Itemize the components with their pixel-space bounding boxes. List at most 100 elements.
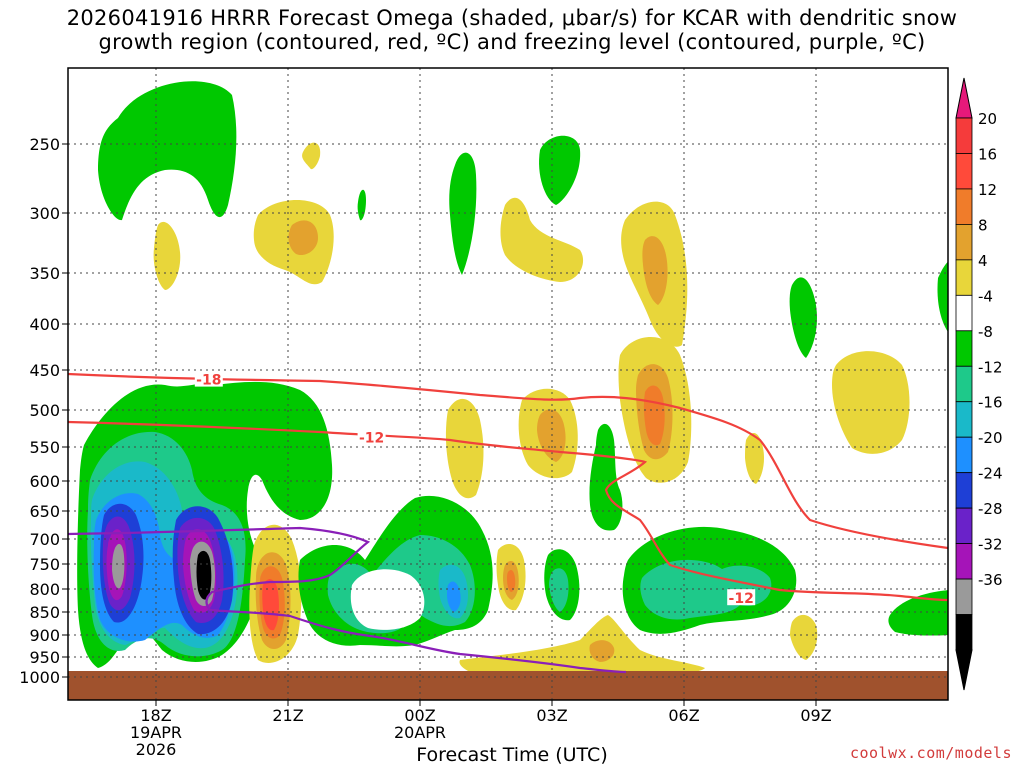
colorbar-swatch [955,543,973,580]
omega-contour-region [449,152,477,275]
x-tick-label: 00Z [404,706,435,725]
y-tick-label: 650 [29,502,60,521]
x-tick-date: 20APR [394,723,446,742]
omega-contour-region [350,569,425,630]
y-tick-label: 1000 [19,668,60,687]
colorbar-label: 12 [978,181,997,199]
colorbar-label: -12 [978,358,1003,376]
x-tick-year: 2026 [136,740,177,759]
omega-contour-region [98,81,237,221]
omega-contour-region [790,614,818,660]
omega-contour-region [262,579,279,631]
colorbar-swatch [955,507,973,544]
omega-contour-region [302,142,321,170]
omega-shaded-field [77,81,948,676]
colorbar-label: -24 [978,465,1003,483]
omega-contour-region [537,409,566,462]
omega-contour-region [937,261,948,332]
y-tick-label: 250 [29,135,60,154]
x-tick-label: 06Z [668,706,699,725]
omega-contour-region [500,197,584,282]
y-tick-label: 550 [29,438,60,457]
colorbar-label: 4 [978,252,988,270]
colorbar-label: 16 [978,145,997,163]
ground-strip [68,671,948,700]
contour-label: -12 [729,591,754,607]
colorbar-label: -28 [978,500,1003,518]
omega-contour-region [549,568,569,612]
colorbar-label: 20 [978,110,997,128]
omega-contour-region [789,277,817,358]
contour-label-bg [194,370,223,387]
x-axis-label: Forecast Time (UTC) [416,744,608,766]
omega-contour-region [288,220,318,256]
plot-frame [67,67,949,701]
x-tick-label: 18Z [140,706,171,725]
x-tick-label: 21Z [272,706,303,725]
chart-title-line2: growth region (contoured, red, ºC) and f… [98,30,926,54]
colorbar-label: -4 [978,287,993,305]
colorbar-swatch [955,472,973,509]
colorbar-swatch [955,330,973,367]
omega-contour-region [640,559,742,620]
colorbar-swatch [955,365,973,403]
y-tick-label: 800 [29,580,60,599]
y-tick-label: 500 [29,401,60,420]
colorbar-swatch [955,223,973,261]
omega-contour-region [888,590,948,636]
y-tick-label: 700 [29,530,60,549]
omega-contour-region [642,236,668,305]
colorbar-top-arrow [955,77,973,119]
contour-label-bg [357,428,386,445]
dgz-contour-minus12 [68,420,948,602]
chart-title: 2026041916 HRRR Forecast Omega (shaded, … [0,6,1024,54]
omega-contour-region [153,221,181,290]
colorbar-swatch [955,614,973,651]
colorbar-swatch [955,188,973,225]
colorbar-swatch [955,578,973,615]
x-tick-date: 19APR [130,723,182,742]
colorbar-label: -16 [978,394,1003,412]
omega-contour-region [196,550,212,600]
colorbar-swatch [955,294,973,332]
colorbar-swatch [955,153,973,190]
y-tick-label: 350 [29,264,60,283]
y-tick-label: 300 [29,204,60,223]
colorbar-label: -8 [978,323,993,341]
x-tick-label: 09Z [800,706,831,725]
colorbar-label: 8 [978,216,988,234]
colorbar-swatch [955,259,973,296]
y-tick-label: 600 [29,472,60,491]
omega-contour-region [115,554,123,580]
contour-label: -12 [359,430,384,446]
y-axis: 250 300 350 400 450 500 550 600 650 700 750 800 850 9… [19,135,68,687]
colorbar: 20 16 12 8 4 -4 -8 -12 -16 -20 -24 -28 -32 -36 [955,77,1003,691]
colorbar-label: -32 [978,536,1003,554]
omega-contour-region [447,581,461,612]
chart-title-line1: 2026041916 HRRR Forecast Omega (shaded, … [66,6,958,30]
colorbar-swatch [955,117,973,154]
freezing-level-contour [68,526,627,674]
omega-contour-region [832,351,910,454]
colorbar-swatch [955,401,973,438]
y-tick-label: 900 [29,626,60,645]
omega-contour-region [589,423,623,531]
contour-label-bg [727,589,756,606]
contour-label: -18 [196,373,221,389]
dgz-contour-minus18 [68,372,948,550]
x-tick-label: 03Z [536,706,567,725]
y-tick-label: 450 [29,361,60,380]
omega-contour-region [357,189,366,221]
y-tick-label: 850 [29,603,60,622]
y-tick-label: 400 [29,315,60,334]
omega-contour-region [507,570,516,592]
credit-link[interactable]: coolwx.com/models [849,744,1012,762]
colorbar-label: -36 [978,571,1003,589]
y-tick-label: 950 [29,648,60,667]
colorbar-swatch [955,436,973,474]
omega-contour-region [745,433,765,484]
ground-surface [68,671,948,700]
colorbar-label: -20 [978,429,1003,447]
